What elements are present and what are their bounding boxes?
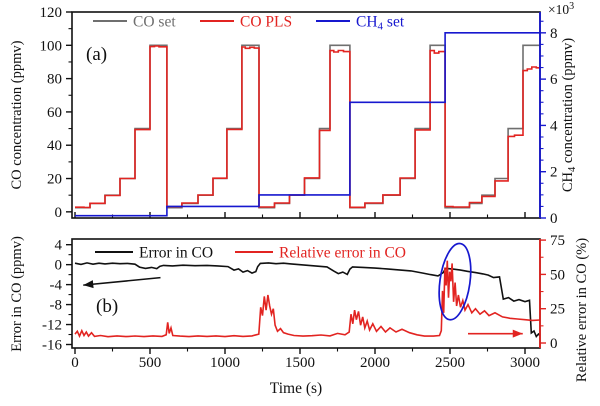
b-left-axis-label: Error in CO (ppmv)	[9, 236, 25, 352]
error-in-co-line	[74, 262, 541, 338]
panel-b-legend-item-label: Error in CO	[139, 245, 213, 262]
panel-a-legend-item-label: CO PLS	[240, 14, 292, 31]
panel-b-legend-item-label: Relative error in CO	[279, 245, 406, 262]
panel-a-legend-item: CO set	[93, 14, 176, 31]
co-pls-line	[75, 45, 541, 209]
b-right-axis-label: Relative error in CO (%)	[574, 238, 590, 382]
panel-b-right-tick-label: 25	[550, 302, 565, 318]
panel-a-left-tick-label: 20	[47, 172, 62, 188]
panel-b-right-tick-label: 75	[550, 233, 565, 249]
series-layer: CO set CO PLS CH4 set Error in CO Relative e…	[74, 14, 541, 339]
panel-b-right-tick-label: 0	[550, 336, 558, 352]
a-right-axis-label: CH4 concentration (ppmv)	[560, 38, 578, 192]
time-axis-label: Time (s)	[270, 380, 322, 397]
panel-b-left-tick-label: 4	[55, 238, 63, 254]
panel-a-left-tick-label: 0	[55, 205, 63, 221]
panel-a-left-tick-label: 60	[47, 105, 62, 121]
right-axis-pointer-arrow-head	[512, 329, 523, 338]
a-left-axis-label: CO concentration (ppmv)	[9, 40, 25, 189]
panel-b-bottom-tick-label: 2500	[435, 355, 465, 371]
panel-a-left-tick-label: 120	[40, 5, 63, 21]
co-set-line	[75, 44, 540, 209]
panel-b-legend-item: Error in CO	[95, 245, 213, 262]
panel-b-bottom-tick-label: 2000	[360, 355, 390, 371]
panel-b-right-tick-label: 50	[550, 267, 565, 283]
ch4-scale-label: ×103	[548, 1, 574, 17]
panel-b-tag: (b)	[96, 296, 118, 317]
highlight-ellipse	[438, 242, 472, 321]
panel-b-left-tick-label: -12	[42, 318, 62, 334]
panel-b-bottom-tick-label: 1000	[210, 355, 240, 371]
panel-b-left-tick-label: -8	[50, 298, 63, 314]
relative-error-line	[74, 260, 541, 339]
panel-a-right-tick-label: 8	[550, 26, 558, 42]
panel-b-bottom-tick-label: 500	[139, 355, 162, 371]
panel-b-left-tick-label: -16	[42, 338, 62, 354]
panel-b-legend-item: Relative error in CO	[235, 245, 406, 262]
panel-a-left-tick-label: 100	[40, 38, 63, 54]
panel-b-bottom-tick-label: 3000	[510, 355, 540, 371]
panel-a-right-tick-label: 0	[550, 211, 558, 227]
panel-a-tag: (a)	[86, 44, 107, 65]
panel-a-left-tick-label: 80	[47, 72, 62, 88]
panel-b-left-tick-label: 0	[55, 258, 63, 274]
panel-a-legend-item: CO PLS	[200, 14, 292, 31]
annotation-layer	[83, 242, 523, 338]
panel-a-frame	[71, 11, 541, 219]
panel-a-legend-item-label: CO set	[133, 14, 176, 31]
panel-a-right-tick-label: 2	[550, 165, 558, 181]
ch4-set-line	[75, 31, 540, 217]
panel-a-left-tick-label: 40	[47, 138, 62, 154]
left-axis-pointer-arrow-head	[83, 280, 94, 289]
panel-b-bottom-tick-label: 0	[71, 355, 79, 371]
panel-b-bottom-tick-label: 1500	[285, 355, 315, 371]
panel-a-right-tick-label: 6	[550, 72, 558, 88]
panel-a-right-tick-label: 4	[550, 118, 558, 134]
left-axis-pointer-arrow	[83, 276, 161, 286]
panel-a-legend-item-label: CH4 set	[356, 14, 405, 33]
panel-a-legend-item: CH4 set	[316, 14, 405, 33]
panel-b-left-tick-label: -4	[50, 278, 63, 294]
